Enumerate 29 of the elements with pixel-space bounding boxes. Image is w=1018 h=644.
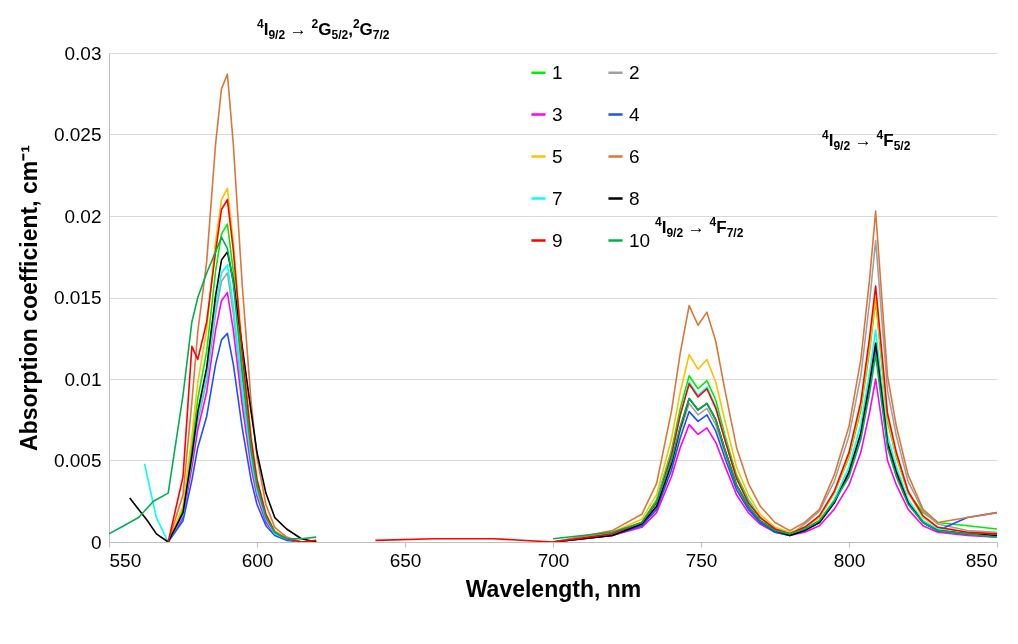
- x-tick-label: 800: [833, 549, 866, 571]
- legend-label: 3: [552, 103, 563, 125]
- x-axis-title: Wavelength, nm: [465, 575, 642, 602]
- y-tick-label: 0.02: [64, 205, 102, 227]
- y-tick-label: 0: [90, 531, 102, 553]
- legend-label: 6: [629, 145, 640, 167]
- legend-label: 7: [552, 187, 563, 209]
- y-tick-label: 0.005: [53, 450, 102, 471]
- text: $^{4}$I$_{9/2}$ → $^{2}$G$_{5/2}$,$^{2}$G$_{7/2}$: [257, 17, 390, 43]
- legend-label: 5: [552, 145, 563, 167]
- y-tick-label: 0.03: [64, 42, 102, 64]
- x-tick-label: 600: [241, 549, 274, 571]
- y-tick-label: 0.015: [53, 287, 102, 308]
- legend-label: 10: [629, 229, 651, 251]
- legend-label: 2: [629, 61, 640, 83]
- x-tick-label: 550: [109, 549, 142, 571]
- x-tick-label: 700: [537, 549, 570, 571]
- legend-label: 4: [629, 103, 640, 125]
- y-tick-label: 0.01: [64, 368, 102, 390]
- legend-label: 9: [552, 229, 563, 251]
- legend-label: 1: [552, 61, 563, 83]
- legend-label: 8: [629, 187, 640, 209]
- annotation: $^{4}$I$_{9/2}$ → $^{4}$F$_{5/2}$: [822, 128, 911, 154]
- y-tick-label: 0.025: [53, 124, 102, 145]
- annotation: $^{4}$I$_{9/2}$ → $^{4}$F$_{7/2}$: [655, 215, 744, 241]
- x-tick-label: 750: [685, 549, 718, 571]
- x-tick-label: 650: [389, 549, 422, 571]
- x-tick-label: 850: [965, 549, 998, 571]
- y-axis-title: Absorption coefficient, cm⁻¹: [15, 145, 42, 451]
